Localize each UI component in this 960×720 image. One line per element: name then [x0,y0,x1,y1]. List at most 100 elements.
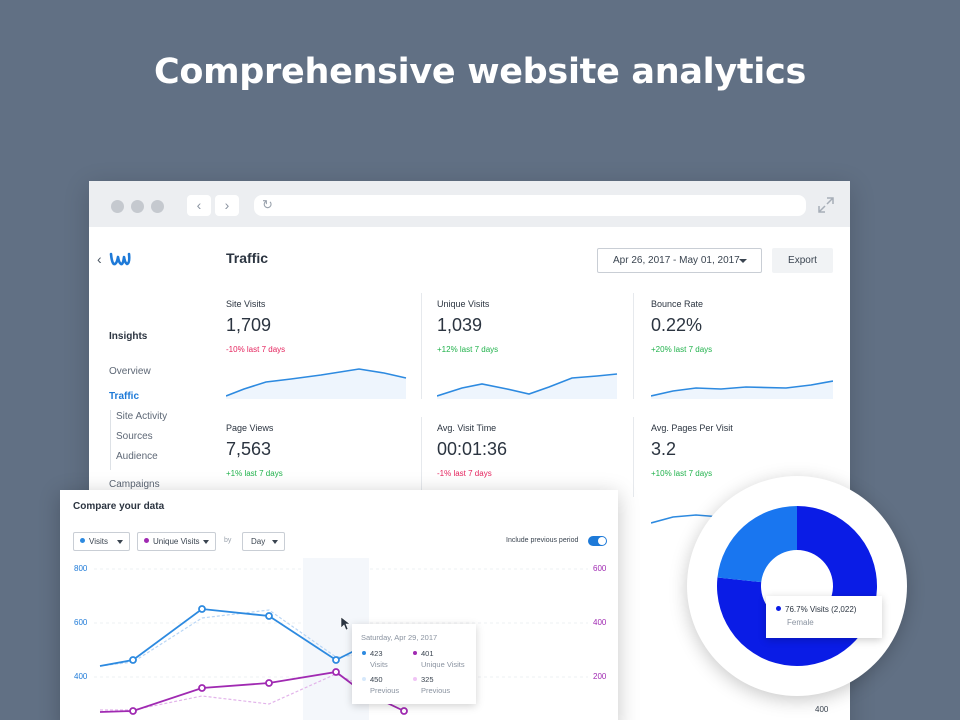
metric-card-site-visits[interactable]: Site Visits 1,709 -10% last 7 days [226,299,416,419]
window-minimize-dot[interactable] [131,200,144,213]
metric-divider [633,417,634,497]
metric-label: Bounce Rate [651,299,704,309]
metric-card-bounce-rate[interactable]: Bounce Rate 0.22% +20% last 7 days [651,299,841,419]
visits-previous-line [99,609,405,667]
metric-b-value: Unique Visits [153,537,200,546]
page-title: Traffic [226,250,269,266]
visits-legend-dot [80,538,85,543]
visits-point[interactable] [198,605,206,613]
left-axis-tick: 600 [74,618,88,627]
metric-label: Avg. Pages Per Visit [651,423,733,433]
avg-pages-sparkline [651,514,722,524]
unique-previous-dot [413,677,417,681]
metric-divider [633,293,634,399]
visits-dot [362,651,366,655]
page-headline: Comprehensive website analytics [154,52,806,92]
metric-delta: -10% last 7 days [226,345,286,354]
unique-visits-point[interactable] [265,679,273,687]
unique-visits-point[interactable] [129,707,137,715]
weebly-logo-icon[interactable] [109,251,131,267]
metric-delta: -1% last 7 days [437,469,492,478]
metric-card-unique-visits[interactable]: Unique Visits 1,039 +12% last 7 days [437,299,627,419]
tooltip-visits-previous: 450 Previous [362,674,400,696]
browser-toolbar: ‹ › ↻ [89,181,850,227]
metric-b-select[interactable]: Unique Visits [137,532,216,551]
metric-divider [421,293,422,399]
reload-icon[interactable]: ↻ [262,197,273,212]
back-arrow-icon[interactable]: ‹ [187,195,211,216]
sidebar-item-site-activity[interactable]: Site Activity [116,411,168,422]
date-range-select[interactable]: Apr 26, 2017 - May 01, 2017 [597,248,762,273]
metric-value: 1,039 [437,315,483,335]
visits-previous-dot [362,677,366,681]
background-chart-tick: 400 [815,705,829,714]
unique-visits-dot [413,651,417,655]
sidebar-item-audience[interactable]: Audience [116,451,158,462]
address-bar[interactable]: ↻ [254,195,806,216]
metric-label: Page Views [226,423,274,433]
unique-visits-point[interactable] [400,707,408,715]
metric-value: 00:01:36 [437,439,508,459]
tooltip-label: Unique Visits [421,660,465,669]
metric-card-avg-visit-time[interactable]: Avg. Visit Time 00:01:36 -1% last 7 days [437,423,627,543]
sidebar-item-overview[interactable]: Overview [109,366,151,377]
unique-visits-sparkline [437,373,618,399]
unique-visits-legend-dot [144,538,149,543]
date-range-value: Apr 26, 2017 - May 01, 2017 [613,255,740,266]
tooltip-value: 450 [370,675,383,684]
left-axis-tick: 400 [74,672,88,681]
caret-down-icon [272,540,278,544]
include-previous-toggle[interactable] [588,536,607,546]
tooltip-visits: 423 Visits [362,648,388,670]
compare-panel-title: Compare your data [73,501,165,512]
unique-visits-point[interactable] [198,684,206,692]
metric-value: 7,563 [226,439,272,459]
metric-delta: +12% last 7 days [437,345,499,354]
tooltip-value: 325 [421,675,434,684]
metric-card-page-views[interactable]: Page Views 7,563 +1% last 7 days [226,423,416,543]
unique-visits-point[interactable] [332,668,340,676]
metric-value: 1,709 [226,315,272,335]
metric-a-value: Visits [89,537,108,546]
period-select[interactable]: Day [242,532,285,551]
by-label: by [224,537,232,544]
export-button[interactable]: Export [772,248,833,273]
period-value: Day [251,537,266,546]
sidebar-item-traffic[interactable]: Traffic [109,391,140,402]
forward-arrow-icon[interactable]: › [215,195,239,216]
visits-point[interactable] [332,656,340,664]
unique-previous-line [100,673,405,711]
metric-a-select[interactable]: Visits [73,532,130,551]
right-axis-tick: 400 [593,618,607,627]
site-visits-sparkline [226,368,407,399]
metric-card-avg-pages-per-visit[interactable]: Avg. Pages Per Visit 3.2 +10% last 7 day… [651,423,841,543]
donut-slice-other[interactable] [717,506,797,583]
visits-point[interactable] [265,612,273,620]
right-axis-tick: 200 [593,672,607,681]
tooltip-date: Saturday, Apr 29, 2017 [361,633,438,642]
tooltip-label: Visits [370,660,388,669]
mouse-cursor-icon [340,616,351,631]
sidebar-item-campaigns[interactable]: Campaigns [109,479,160,490]
metric-divider [421,417,422,497]
metric-value: 3.2 [651,439,677,459]
window-close-dot[interactable] [111,200,124,213]
chevron-left-icon[interactable]: ‹ [97,251,102,267]
gender-donut-card [687,476,907,696]
tooltip-unique-visits: 401 Unique Visits [413,648,465,670]
sidebar-subnav: Site Activity Sources Audience [110,410,167,470]
sidebar-item-sources[interactable]: Sources [116,431,153,442]
include-previous-label: Include previous period [506,537,579,544]
right-axis-tick: 600 [593,564,607,573]
gender-donut-chart[interactable] [687,476,907,696]
donut-tooltip-value: 76.7% Visits (2,022) [785,605,857,614]
tooltip-label: Previous [370,686,400,695]
window-maximize-dot[interactable] [151,200,164,213]
expand-icon[interactable] [816,195,836,215]
visits-point[interactable] [129,656,137,664]
donut-tooltip-main: 76.7% Visits (2,022) [776,605,856,614]
compare-line-chart[interactable] [60,490,618,720]
visits-line [99,608,361,667]
metric-label: Avg. Visit Time [437,423,497,433]
sidebar-section-title: Insights [109,331,148,342]
